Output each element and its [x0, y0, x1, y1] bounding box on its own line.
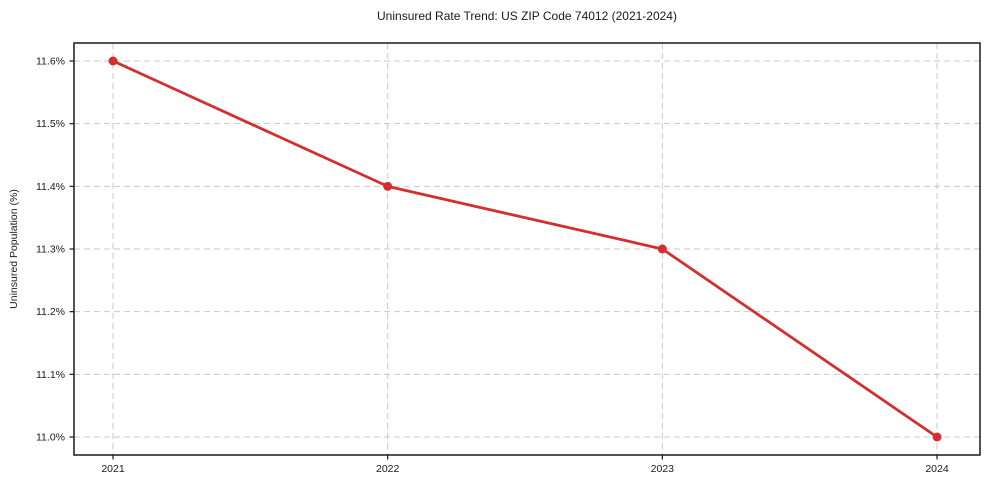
y-tick-label: 11.3% [36, 244, 65, 256]
y-tick-label: 11.0% [36, 432, 65, 444]
y-tick-label: 11.2% [36, 306, 65, 318]
data-point [108, 56, 118, 66]
data-point [383, 181, 393, 191]
y-tick-label: 11.1% [36, 369, 65, 381]
y-tick-label: 11.5% [36, 118, 65, 130]
y-tick-label: 11.6% [36, 56, 65, 68]
x-tick-label: 2021 [101, 463, 125, 475]
data-point [657, 244, 667, 254]
x-tick-label: 2023 [651, 463, 675, 475]
chart-title: Uninsured Rate Trend: US ZIP Code 74012 … [377, 9, 677, 23]
x-tick-label: 2024 [925, 463, 949, 475]
x-tick-label: 2022 [376, 463, 400, 475]
data-point [932, 432, 942, 442]
series-line [111, 59, 939, 439]
y-tick-label: 11.4% [36, 181, 65, 193]
